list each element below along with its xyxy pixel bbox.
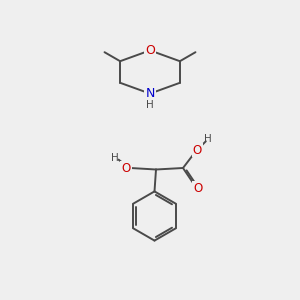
Text: O: O [194, 182, 202, 195]
Text: N: N [145, 87, 155, 100]
Text: O: O [122, 161, 130, 175]
Text: H: H [204, 134, 212, 144]
Text: O: O [145, 44, 155, 57]
Text: H: H [111, 152, 119, 163]
Text: O: O [193, 143, 202, 157]
Text: H: H [146, 100, 154, 110]
